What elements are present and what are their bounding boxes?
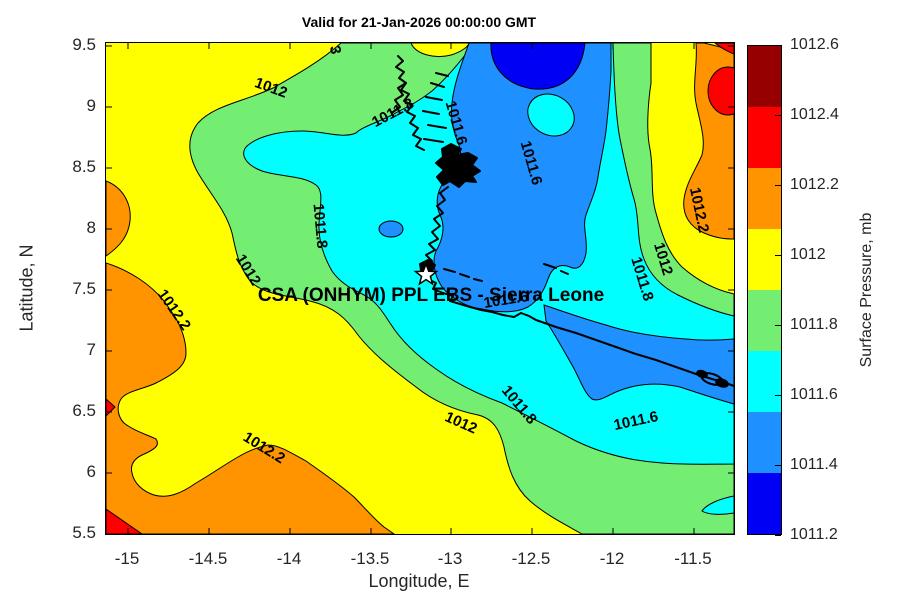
contour-map-canvas [106,43,734,534]
colorbar-band-orange [748,168,781,229]
colorbar-band-cyan [748,351,781,412]
colorbar-tick-label: 1012.2 [790,176,839,193]
colorbar-tick-label: 1012.6 [790,36,839,53]
coastline-island-2 [696,369,708,379]
colorbar-tick-label: 1011.4 [790,456,838,473]
y-tick-label: 7.5 [72,279,96,298]
coastline-north-river [395,55,425,151]
y-tick-label: 8 [86,218,96,237]
y-tick-label: 6.5 [72,401,96,420]
coastline-west-coast [422,186,449,267]
colorbar-tick-mark [775,465,781,466]
contour-band-orange-west [106,180,131,257]
y-tick-label: 7 [86,340,96,359]
x-axis-label: Longitude, E [368,571,470,591]
coastline-estuary-dashes [422,72,449,143]
colorbar-tick-label: 1011.8 [790,316,838,333]
axis-tick-marks [106,43,734,534]
colorbar-tick-mark [775,325,781,326]
colorbar-tick-label: 1011.2 [790,526,838,543]
site-annotation-text: CSA (ONHYM) PPL EBS - Sierra Leone [257,285,605,306]
colorbar-band-yellow [748,229,781,290]
contour-band-cyan-indent [527,93,575,137]
colorbar-tick-mark [775,185,781,186]
colorbar-axis-label: Surface Pressure, mb [858,212,875,368]
colorbar-tick-label: 1011.6 [790,386,838,403]
x-tick-label: -14 [276,549,302,568]
y-tick-label: 9 [86,96,96,115]
x-tick-label: -13.5 [350,549,390,568]
coastline-small-dashes [443,263,569,282]
colorbar-band-maroon [748,46,781,107]
contour-band-blue-small-oval [378,220,404,238]
coastline-river-branch [392,82,407,113]
colorbar-band-blue [748,412,781,473]
colorbar-tick-mark [775,255,781,256]
colorbar [747,45,782,535]
colorbar-tick-mark [775,45,781,46]
colorbar-tick-label: 1012.4 [790,106,839,123]
contour-label: 1011.8 [309,202,331,250]
colorbar-tick-mark [775,535,781,536]
colorbar-band-green [748,290,781,351]
coastline-estuary-blob [435,143,481,188]
contour-band-darkblue-top [490,43,586,90]
colorbar-tick-mark [775,115,781,116]
contour-band-red-ne-blob [707,66,734,116]
coastline-south-coast [425,277,734,387]
site-star-marker [413,261,439,286]
x-tick-label: -12 [599,549,625,568]
contour-band-red-southwest-corner [106,508,143,534]
figure-title: Valid for 21-Jan-2026 00:00:00 GMT [301,14,537,30]
x-tick-label: -13 [437,549,463,568]
x-tick-label: -11.5 [674,549,712,568]
y-axis-label: Latitude, N [16,244,37,332]
x-tick-label: -12.5 [511,549,551,568]
y-tick-label: 6 [86,462,96,481]
colorbar-band-darkblue [748,473,781,534]
contour-band-cyan-pocket-se [701,495,734,515]
contour-band-orange-southwest [106,262,395,534]
x-tick-label: -14.5 [188,549,228,568]
map-plot-area: 1012 3 1011.8 1011.6 1011.6 1011.8 1012 1012.2 1… [105,42,735,535]
y-tick-label: 5.5 [72,523,96,542]
y-tick-label: 9.5 [72,35,96,54]
colorbar-band-red [748,107,781,168]
coastline-island-1 [715,378,729,388]
colorbar-tick-label: 1012 [790,246,826,263]
x-tick-label: -15 [114,549,140,568]
colorbar-tick-mark [775,395,781,396]
y-tick-label: 8.5 [72,157,96,176]
